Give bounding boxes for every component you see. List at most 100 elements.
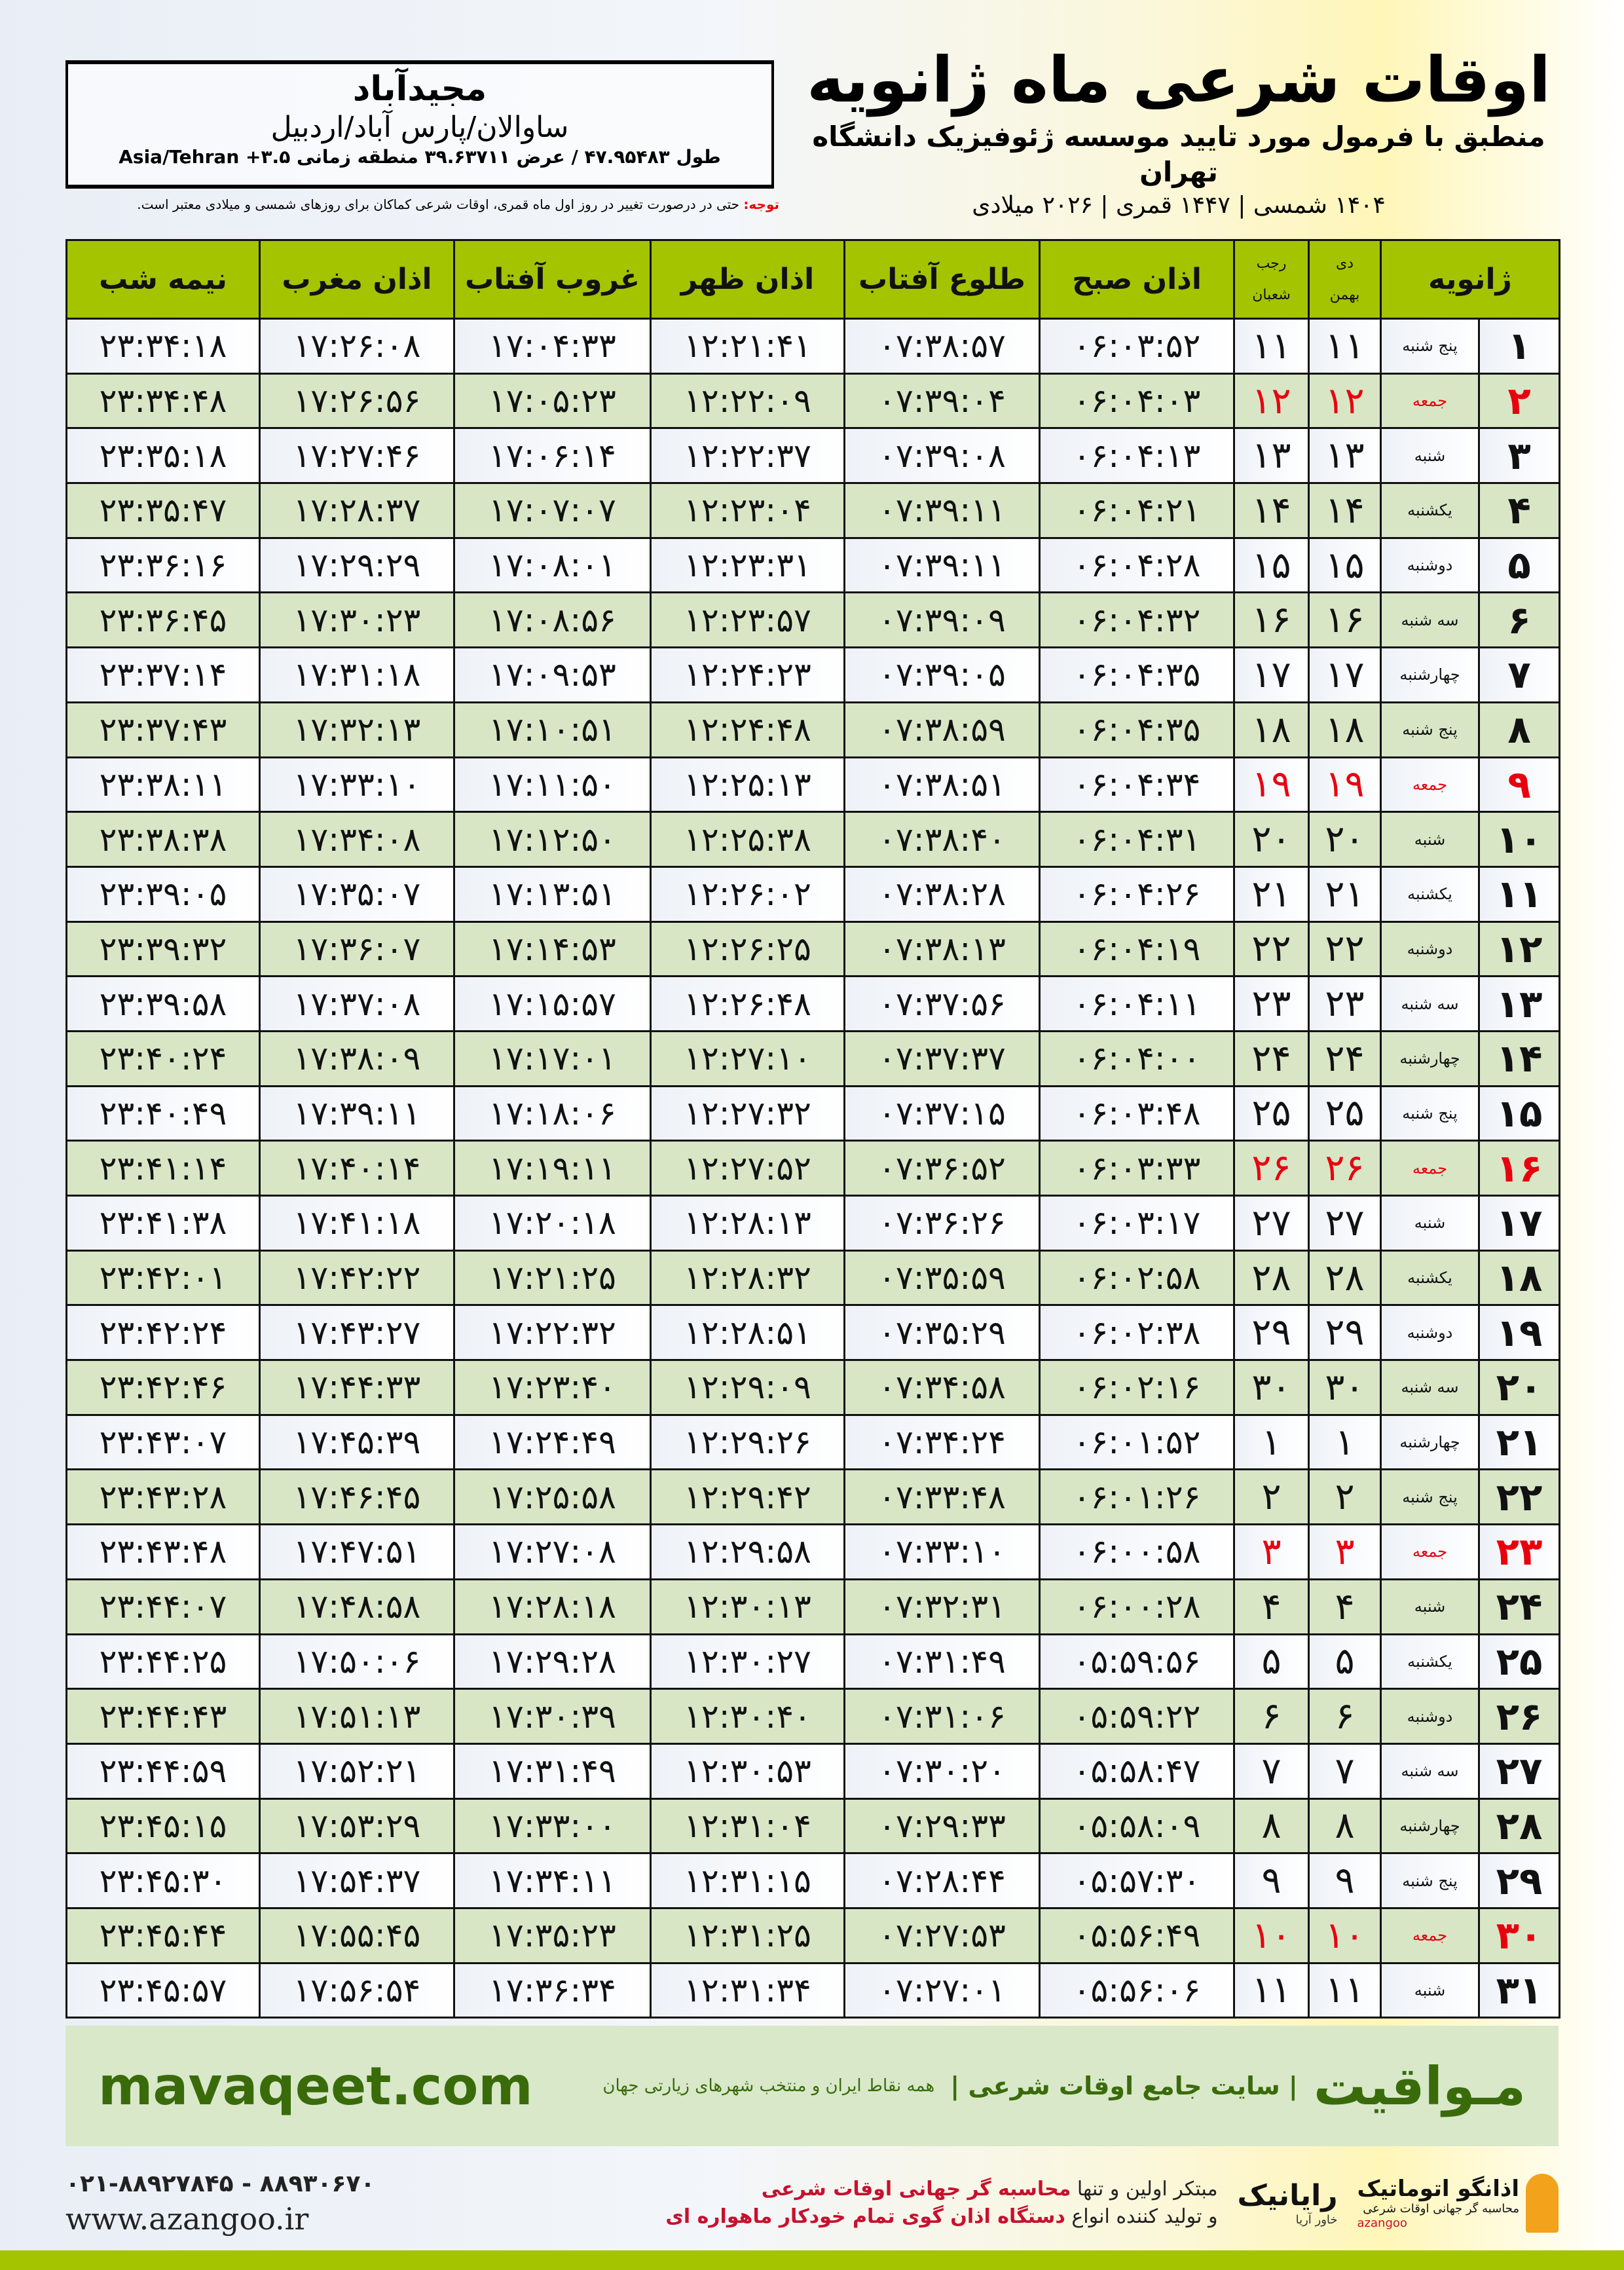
weekday: شنبه bbox=[1379, 427, 1481, 485]
day-number: ۱۶ bbox=[1478, 1140, 1561, 1197]
day-number: ۱۱ bbox=[1478, 865, 1561, 923]
sunset-time: ۱۷:۲۴:۴۹ bbox=[453, 1413, 652, 1471]
sunrise-time: ۰۷:۲۸:۴۴ bbox=[843, 1852, 1041, 1909]
sunset-time: ۱۷:۱۳:۵۱ bbox=[453, 865, 652, 923]
day-number: ۳۰ bbox=[1478, 1907, 1561, 1964]
fajr-time: ۰۶:۰۴:۰۰ bbox=[1039, 1030, 1235, 1087]
midnight-time: ۲۳:۴۱:۳۸ bbox=[65, 1195, 261, 1252]
shamsi-day: ۸ bbox=[1308, 1797, 1382, 1855]
maghrib-time: ۱۷:۳۰:۲۳ bbox=[259, 591, 455, 649]
hijri-day: ۲۳ bbox=[1233, 975, 1310, 1032]
hijri-day: ۲۶ bbox=[1233, 1140, 1310, 1197]
weekday: شنبه bbox=[1379, 811, 1481, 868]
hijri-day: ۲۲ bbox=[1233, 920, 1310, 978]
hijri-day: ۱۹ bbox=[1233, 756, 1310, 813]
hijri-day: ۳۰ bbox=[1233, 1359, 1310, 1416]
sunrise-time: ۰۷:۳۶:۵۲ bbox=[843, 1140, 1041, 1197]
dhuhr-time: ۱۲:۳۰:۵۳ bbox=[650, 1742, 845, 1800]
maghrib-time: ۱۷:۳۴:۰۸ bbox=[259, 811, 455, 868]
sunset-time: ۱۷:۲۵:۵۸ bbox=[453, 1468, 652, 1526]
midnight-time: ۲۳:۴۰:۴۹ bbox=[65, 1085, 261, 1142]
shamsi-day: ۲۱ bbox=[1308, 865, 1382, 923]
day-number: ۹ bbox=[1478, 756, 1561, 813]
table-row: ۵ دوشنبه ۱۵ ۱۵ ۰۶:۰۴:۲۸ ۰۷:۳۹:۱۱ ۱۲:۲۳:۳۱ ۱۷:۰۸… bbox=[65, 536, 1561, 594]
header-rajab: رجب bbox=[1256, 255, 1287, 272]
shamsi-day: ۹ bbox=[1308, 1852, 1382, 1909]
azangoo-link[interactable]: www.azangoo.ir bbox=[65, 2201, 309, 2237]
day-number: ۱۰ bbox=[1478, 811, 1561, 868]
rayanik-name: رایانیک bbox=[1237, 2179, 1338, 2212]
header-maghreb: اذان مغرب bbox=[259, 239, 455, 320]
dhuhr-time: ۱۲:۲۹:۰۹ bbox=[650, 1359, 845, 1416]
midnight-time: ۲۳:۴۲:۰۱ bbox=[65, 1249, 261, 1307]
dhuhr-time: ۱۲:۲۶:۴۸ bbox=[650, 975, 845, 1032]
weekday: سه شنبه bbox=[1379, 1359, 1481, 1416]
promo-line2: و تولید کننده انواع bbox=[1065, 2205, 1218, 2228]
hijri-day: ۳ bbox=[1233, 1523, 1310, 1580]
sunrise-time: ۰۷:۳۲:۳۱ bbox=[843, 1578, 1041, 1635]
hijri-day: ۱۳ bbox=[1233, 427, 1310, 485]
fajr-time: ۰۶:۰۴:۲۱ bbox=[1039, 482, 1235, 539]
weekday: پنج شنبه bbox=[1379, 701, 1481, 758]
day-number: ۳ bbox=[1478, 427, 1561, 485]
dhuhr-time: ۱۲:۲۵:۱۳ bbox=[650, 756, 845, 813]
header-january: ژانویه bbox=[1379, 239, 1561, 320]
sunset-time: ۱۷:۱۹:۱۱ bbox=[453, 1140, 652, 1197]
table-row: ۲۳ جمعه ۳ ۳ ۰۶:۰۰:۵۸ ۰۷:۳۳:۱۰ ۱۲:۲۹:۵۸ ۱۷:۲۷:۰۸… bbox=[65, 1523, 1561, 1580]
shamsi-day: ۵ bbox=[1308, 1633, 1382, 1690]
shamsi-day: ۲۴ bbox=[1308, 1030, 1382, 1087]
hijri-day: ۲۵ bbox=[1233, 1085, 1310, 1142]
rayanik-sub: خاور آریا bbox=[1295, 2213, 1338, 2227]
shamsi-day: ۱۱ bbox=[1308, 1962, 1382, 2019]
maghrib-time: ۱۷:۴۰:۱۴ bbox=[259, 1140, 455, 1197]
hijri-day: ۲۴ bbox=[1233, 1030, 1310, 1087]
hijri-day: ۸ bbox=[1233, 1797, 1310, 1855]
midnight-time: ۲۳:۳۸:۳۸ bbox=[65, 811, 261, 868]
table-row: ۱۲ دوشنبه ۲۲ ۲۲ ۰۶:۰۴:۱۹ ۰۷:۳۸:۱۳ ۱۲:۲۶:۲۵ ۱۷:۱… bbox=[65, 920, 1561, 978]
fajr-time: ۰۶:۰۳:۵۲ bbox=[1039, 318, 1235, 375]
mavaqeet-link[interactable]: mavaqeet.com bbox=[98, 2055, 533, 2117]
midnight-time: ۲۳:۴۳:۴۸ bbox=[65, 1523, 261, 1580]
shamsi-day: ۱۸ bbox=[1308, 701, 1382, 758]
day-number: ۳۱ bbox=[1478, 1962, 1561, 2019]
maghrib-time: ۱۷:۵۶:۵۴ bbox=[259, 1962, 455, 2019]
weekday: چهارشنبه bbox=[1379, 1413, 1481, 1471]
weekday: چهارشنبه bbox=[1379, 1797, 1481, 1855]
table-row: ۱۴ چهارشنبه ۲۴ ۲۴ ۰۶:۰۴:۰۰ ۰۷:۳۷:۳۷ ۱۲:۲۷:۱۰ ۱۷… bbox=[65, 1030, 1561, 1087]
sunrise-time: ۰۷:۳۸:۵۱ bbox=[843, 756, 1041, 813]
sunset-time: ۱۷:۱۴:۵۳ bbox=[453, 920, 652, 978]
shamsi-day: ۱ bbox=[1308, 1413, 1382, 1471]
header-shaban: شعبان bbox=[1252, 286, 1291, 303]
day-number: ۱۷ bbox=[1478, 1195, 1561, 1252]
maghrib-time: ۱۷:۴۵:۳۹ bbox=[259, 1413, 455, 1471]
table-row: ۲ جمعه ۱۲ ۱۲ ۰۶:۰۴:۰۳ ۰۷:۳۹:۰۴ ۱۲:۲۲:۰۹ ۱۷:۰۵:۲… bbox=[65, 372, 1561, 430]
midnight-time: ۲۳:۴۵:۵۷ bbox=[65, 1962, 261, 2019]
maghrib-time: ۱۷:۲۶:۵۶ bbox=[259, 372, 455, 430]
shamsi-day: ۶ bbox=[1308, 1688, 1382, 1745]
hijri-day: ۱۶ bbox=[1233, 591, 1310, 649]
table-row: ۷ چهارشنبه ۱۷ ۱۷ ۰۶:۰۴:۳۵ ۰۷:۳۹:۰۵ ۱۲:۲۴:۲۳ ۱۷:… bbox=[65, 646, 1561, 703]
hijri-day: ۶ bbox=[1233, 1688, 1310, 1745]
fajr-time: ۰۶:۰۲:۵۸ bbox=[1039, 1249, 1235, 1307]
sunrise-time: ۰۷:۲۹:۳۳ bbox=[843, 1797, 1041, 1855]
midnight-time: ۲۳:۳۷:۱۴ bbox=[65, 646, 261, 703]
sunset-time: ۱۷:۰۷:۰۷ bbox=[453, 482, 652, 539]
weekday: سه شنبه bbox=[1379, 975, 1481, 1032]
hijri-day: ۱۸ bbox=[1233, 701, 1310, 758]
shamsi-day: ۱۰ bbox=[1308, 1907, 1382, 1964]
day-number: ۴ bbox=[1478, 482, 1561, 539]
sunset-time: ۱۷:۳۴:۱۱ bbox=[453, 1852, 652, 1909]
sunrise-time: ۰۷:۳۸:۱۳ bbox=[843, 920, 1041, 978]
shamsi-day: ۷ bbox=[1308, 1742, 1382, 1800]
hijri-day: ۵ bbox=[1233, 1633, 1310, 1690]
sunrise-time: ۰۷:۳۶:۲۶ bbox=[843, 1195, 1041, 1252]
header-rajab-shaban: رجب شعبان bbox=[1233, 239, 1310, 320]
hijri-day: ۲۸ bbox=[1233, 1249, 1310, 1307]
sunset-time: ۱۷:۰۴:۳۳ bbox=[453, 318, 652, 375]
sunrise-time: ۰۷:۳۸:۴۰ bbox=[843, 811, 1041, 868]
shamsi-day: ۲۸ bbox=[1308, 1249, 1382, 1307]
minaret-icon bbox=[1526, 2174, 1559, 2233]
fajr-time: ۰۶:۰۴:۱۱ bbox=[1039, 975, 1235, 1032]
dhuhr-time: ۱۲:۳۰:۱۳ bbox=[650, 1578, 845, 1635]
sunrise-time: ۰۷:۳۴:۲۴ bbox=[843, 1413, 1041, 1471]
